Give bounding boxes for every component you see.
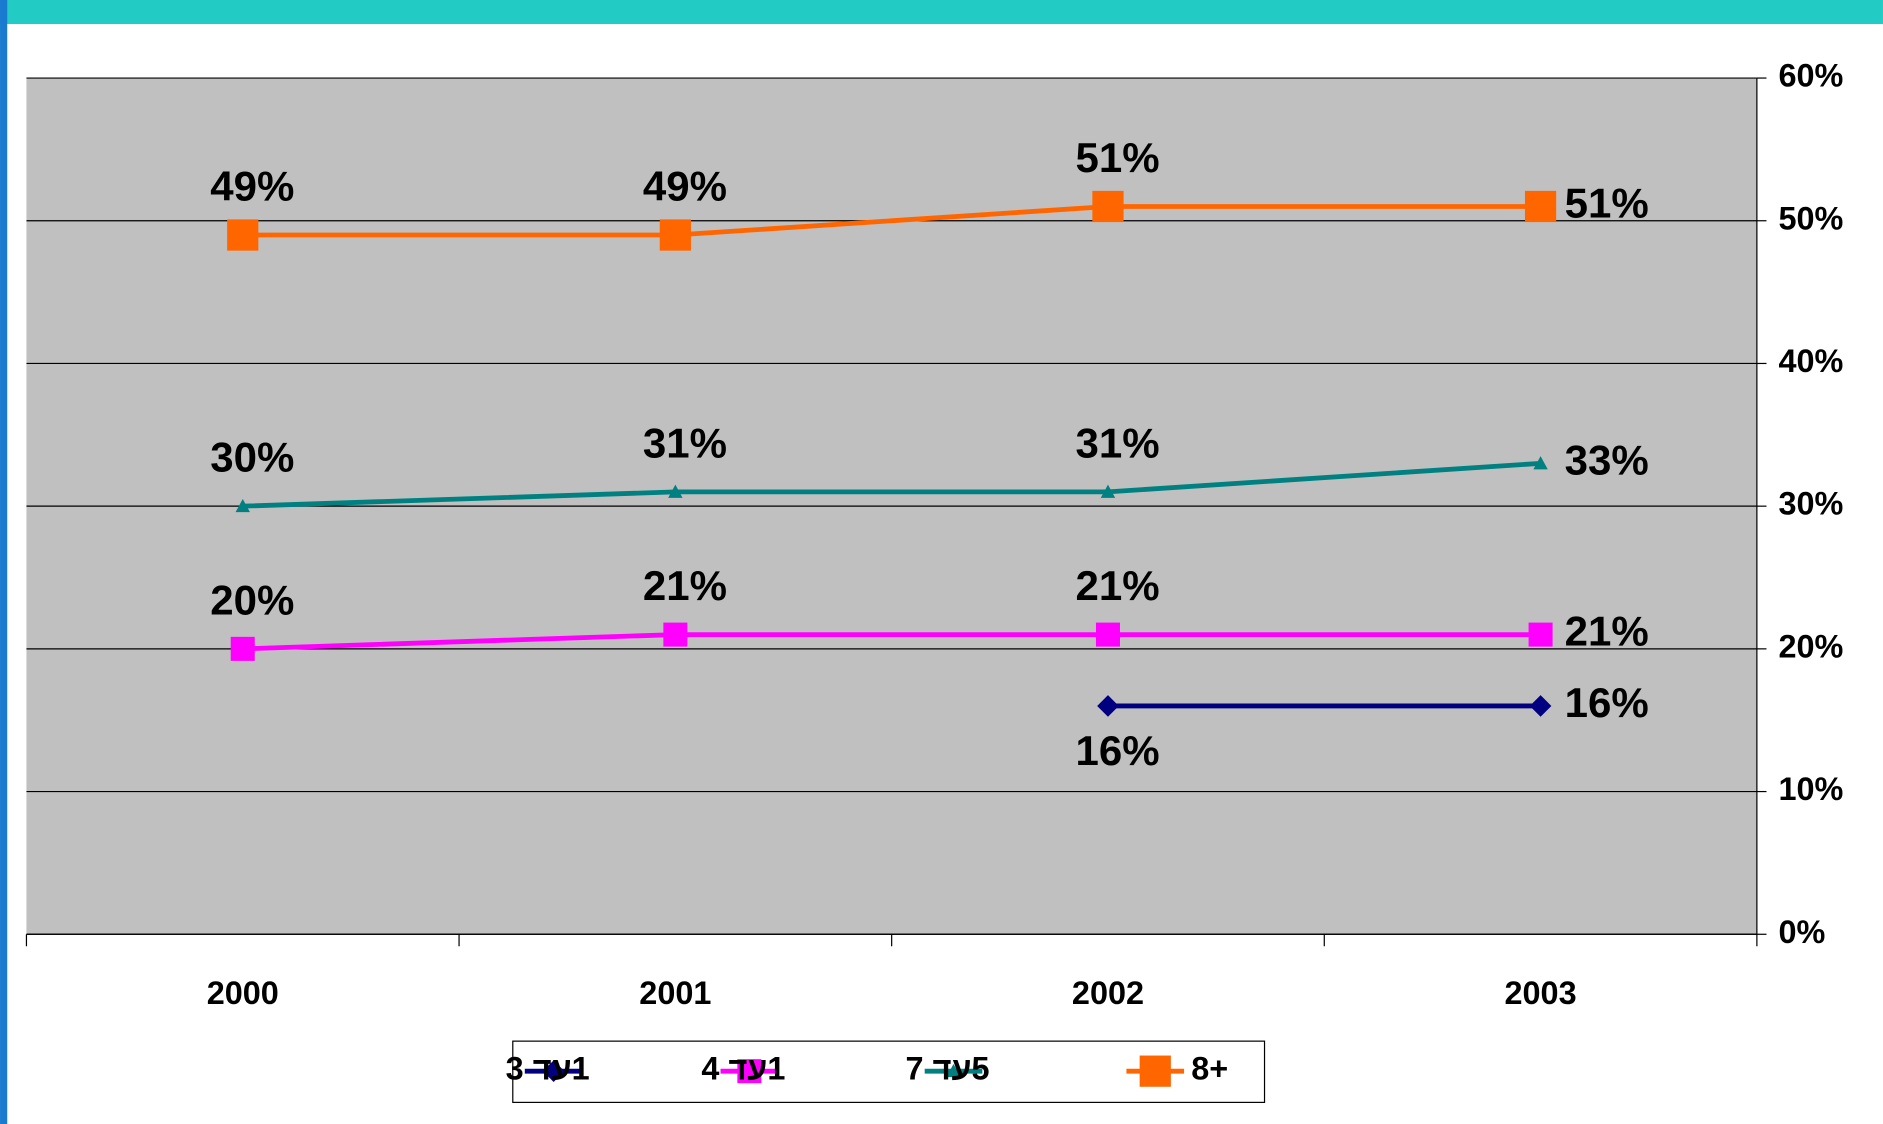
legend-label: 1עד 3 bbox=[506, 1051, 590, 1087]
data-label: 16% bbox=[1076, 727, 1160, 774]
series-line bbox=[242, 204, 1541, 238]
legend-label: 8+ bbox=[1191, 1051, 1228, 1087]
data-label: 21% bbox=[1565, 608, 1649, 655]
y-tick-label: 0% bbox=[1778, 914, 1825, 950]
data-label: 49% bbox=[210, 162, 294, 209]
data-label: 51% bbox=[1076, 134, 1160, 181]
data-label: 49% bbox=[643, 162, 727, 209]
data-point bbox=[1529, 695, 1552, 717]
data-point bbox=[1533, 456, 1548, 470]
data-label: 33% bbox=[1565, 436, 1649, 483]
data-point bbox=[227, 219, 259, 251]
x-tick-label: 2001 bbox=[639, 975, 711, 1011]
series-line bbox=[242, 632, 1541, 652]
legend-label: 1עד 4 bbox=[701, 1051, 785, 1087]
left-frame bbox=[0, 0, 8, 1124]
data-point bbox=[1524, 190, 1557, 223]
data-label: 21% bbox=[643, 562, 727, 609]
legend-marker bbox=[737, 1059, 762, 1084]
x-tick-label: 2002 bbox=[1072, 975, 1144, 1011]
data-point bbox=[663, 622, 688, 647]
top-frame bbox=[0, 0, 1883, 25]
legend-marker bbox=[1139, 1055, 1171, 1087]
legend-marker bbox=[946, 1063, 961, 1078]
data-label: 31% bbox=[1076, 419, 1160, 466]
data-label: 51% bbox=[1565, 180, 1649, 227]
data-point bbox=[1100, 484, 1116, 498]
chart-content: 0% 10% 20% 30% 40% 50% 60% 2000 2001 2002 2003 16% 1… bbox=[25, 58, 1843, 1103]
data-point bbox=[1092, 190, 1124, 223]
y-tick-label: 60% bbox=[1778, 58, 1843, 94]
data-label: 16% bbox=[1565, 679, 1649, 726]
data-point bbox=[230, 636, 255, 661]
x-tick-label: 2003 bbox=[1505, 975, 1577, 1011]
y-tick-label: 20% bbox=[1778, 628, 1843, 664]
data-point bbox=[1095, 622, 1120, 647]
y-tick-label: 50% bbox=[1778, 200, 1843, 236]
y-tick-label: 30% bbox=[1778, 486, 1843, 522]
data-label: 21% bbox=[1076, 562, 1160, 609]
data-point bbox=[235, 498, 250, 513]
data-point bbox=[668, 484, 683, 498]
data-label: 20% bbox=[210, 576, 294, 623]
data-point bbox=[1528, 622, 1553, 647]
legend-label: 5עד 7 bbox=[906, 1051, 990, 1087]
data-point bbox=[659, 219, 691, 251]
series-line bbox=[242, 460, 1541, 509]
data-label: 30% bbox=[210, 434, 294, 481]
y-tick-label: 40% bbox=[1778, 343, 1843, 379]
y-tick-label: 10% bbox=[1778, 771, 1843, 807]
x-tick-label: 2000 bbox=[207, 975, 279, 1011]
data-label: 31% bbox=[643, 419, 727, 466]
